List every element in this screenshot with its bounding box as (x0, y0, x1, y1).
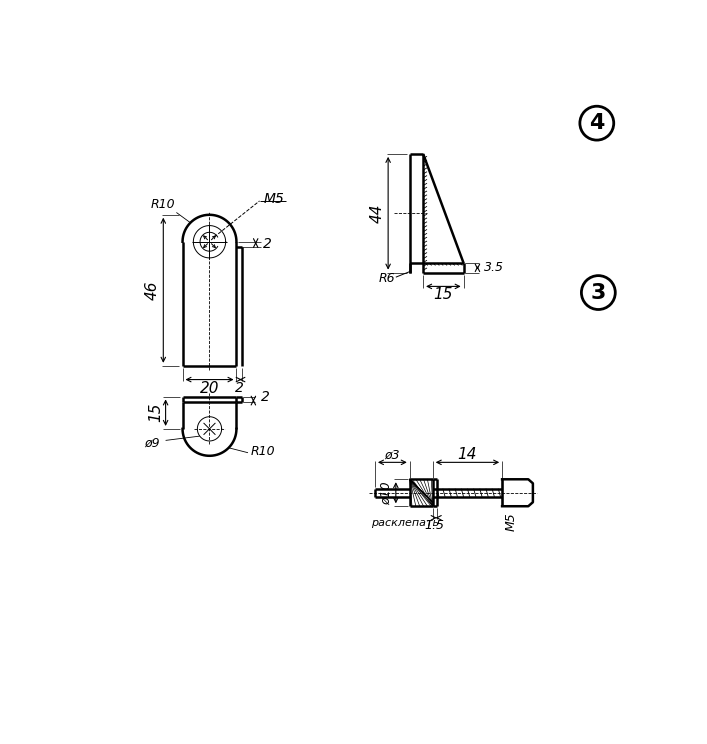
Text: 14: 14 (457, 447, 477, 462)
Text: M5: M5 (264, 193, 284, 206)
Text: 2: 2 (264, 237, 272, 251)
Text: 46: 46 (145, 280, 160, 300)
Text: M5: M5 (504, 513, 518, 531)
Text: ø9: ø9 (144, 436, 160, 449)
Text: 2: 2 (261, 390, 270, 404)
Text: R10: R10 (150, 198, 175, 211)
Text: 44: 44 (370, 204, 385, 223)
Text: R10: R10 (250, 446, 275, 458)
Text: 15: 15 (148, 403, 163, 423)
Text: ø10: ø10 (380, 481, 393, 504)
Text: 2: 2 (235, 381, 244, 395)
Text: 20: 20 (200, 380, 219, 396)
Text: R6: R6 (378, 272, 395, 285)
Text: 3.5: 3.5 (484, 261, 504, 275)
Text: 1.5: 1.5 (425, 519, 445, 532)
Text: 3: 3 (590, 283, 606, 303)
Text: 4: 4 (589, 113, 604, 133)
Text: 15: 15 (433, 287, 453, 302)
Text: расклепать: расклепать (371, 518, 439, 527)
Text: ø3: ø3 (385, 448, 400, 461)
